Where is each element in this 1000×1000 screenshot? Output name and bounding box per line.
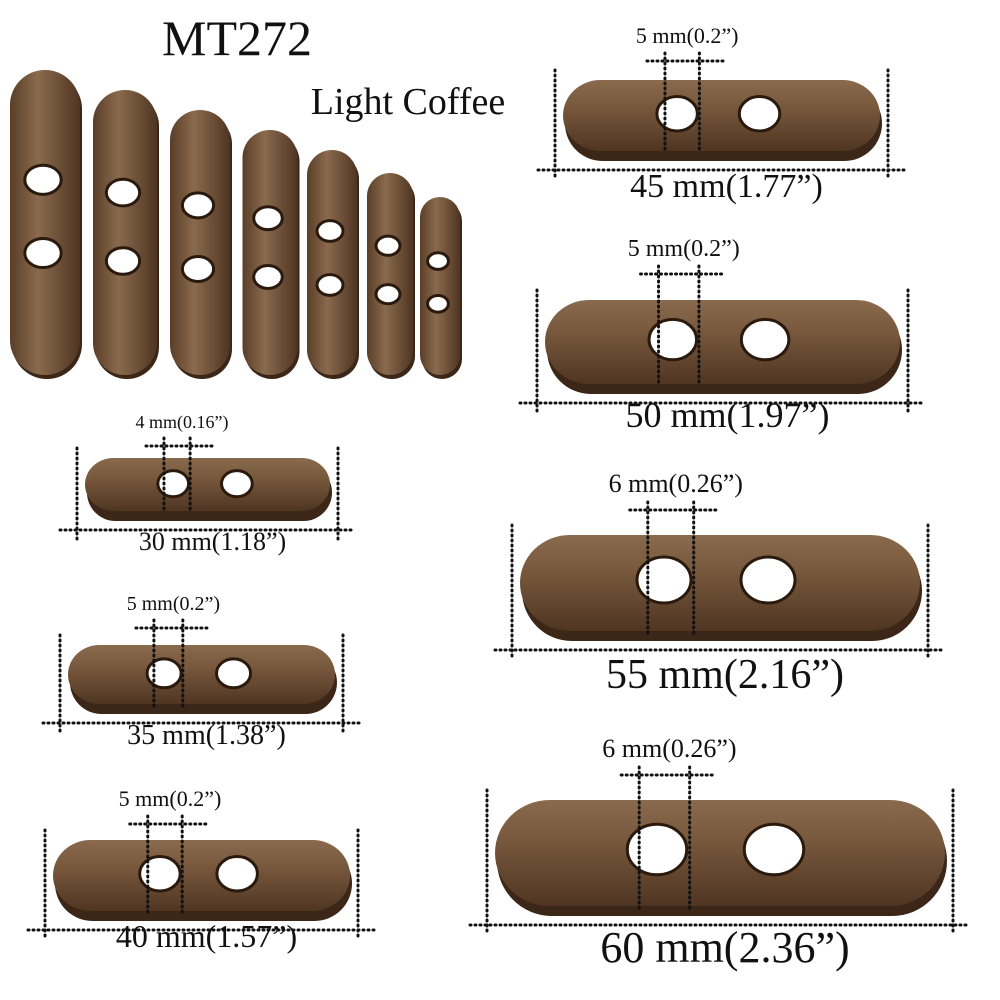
size-item: 5 mm(0.2”) 35 mm(1.38”) (41, 593, 362, 751)
hole-spacing-label: 5 mm(0.2”) (127, 593, 220, 615)
hole (104, 246, 142, 276)
button (242, 130, 298, 375)
hole (104, 177, 142, 208)
hole (635, 555, 693, 605)
length-label: 40 mm(1.57”) (116, 918, 297, 954)
button (520, 535, 920, 631)
hole (655, 95, 699, 133)
length-label: 60 mm(2.36”) (600, 923, 849, 972)
length-label: 55 mm(2.16”) (606, 652, 844, 698)
hole (315, 219, 345, 243)
hole-spacing-label: 5 mm(0.2”) (636, 23, 739, 48)
hole (220, 469, 254, 499)
size-item: 6 mm(0.26”) 60 mm(2.36”) (468, 734, 972, 972)
size-item: 5 mm(0.2”) 50 mm(1.97”) (518, 236, 927, 435)
button (93, 90, 157, 375)
length-label: 50 mm(1.97”) (626, 395, 830, 435)
hole (374, 234, 402, 257)
hole-spacing-label: 5 mm(0.2”) (119, 786, 222, 811)
subtitle: Light Coffee (311, 81, 506, 123)
length-label: 35 mm(1.38”) (127, 720, 286, 751)
hole (426, 251, 450, 271)
hole (23, 163, 63, 196)
button (545, 300, 900, 384)
hole (138, 855, 182, 893)
hole (145, 657, 183, 690)
hole (742, 822, 806, 877)
hole (23, 236, 63, 270)
button (367, 173, 413, 375)
hole (625, 822, 689, 877)
size-list: 4 mm(0.16”) 30 mm(1.18”) 5 mm(0.2”) 35 mm(1… (26, 23, 972, 972)
hole (252, 205, 284, 232)
button (420, 197, 460, 375)
size-item: 5 mm(0.2”) 40 mm(1.57”) (26, 786, 377, 954)
button (53, 840, 350, 911)
button (307, 150, 357, 375)
hole (647, 317, 699, 362)
hole (739, 317, 791, 362)
button (10, 70, 80, 375)
button (85, 458, 330, 511)
hole (374, 283, 402, 306)
length-label: 30 mm(1.18”) (139, 527, 286, 556)
hole (315, 273, 345, 297)
button (495, 800, 945, 906)
hole (215, 657, 253, 690)
hole (739, 555, 797, 605)
hole-spacing-label: 6 mm(0.26”) (609, 469, 743, 498)
hole-spacing-label: 5 mm(0.2”) (628, 236, 740, 262)
size-item: 5 mm(0.2”) 45 mm(1.77”) (536, 23, 907, 205)
button-lineup (10, 70, 462, 379)
size-item: 4 mm(0.16”) 30 mm(1.18”) (58, 412, 357, 556)
title: MT272 (162, 10, 312, 66)
length-label: 45 mm(1.77”) (630, 168, 823, 205)
hole-spacing-label: 4 mm(0.16”) (136, 412, 229, 433)
hole (180, 255, 216, 283)
hole (180, 191, 216, 220)
hole (426, 293, 450, 314)
button (563, 80, 880, 151)
hole (156, 469, 191, 499)
hole (252, 264, 284, 290)
size-item: 6 mm(0.26”) 55 mm(2.16”) (493, 469, 947, 698)
hole (215, 855, 259, 893)
button (170, 110, 230, 375)
hole-spacing-label: 6 mm(0.26”) (602, 734, 736, 763)
button (68, 645, 335, 704)
hole (737, 95, 782, 133)
